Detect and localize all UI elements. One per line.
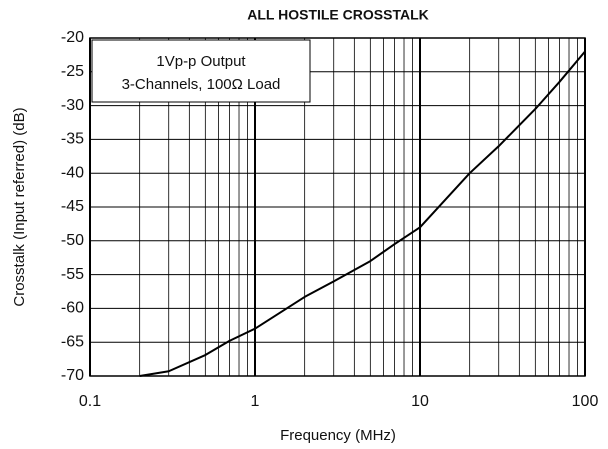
chart-title: ALL HOSTILE CROSSTALK	[247, 7, 428, 23]
data-line	[139, 50, 586, 377]
y-tick-label: -30	[61, 97, 84, 114]
annotation: 1Vp-p Output	[156, 53, 246, 70]
annotation-box	[91, 39, 311, 103]
y-tick-label: -70	[61, 367, 84, 384]
y-tick-label: -65	[61, 333, 84, 350]
y-tick-label: -20	[61, 29, 84, 46]
y-tick-label: -35	[61, 131, 84, 148]
y-tick-label: -25	[61, 63, 84, 80]
x-tick-label: 0.1	[79, 393, 101, 410]
x-axis-label: Frequency (MHz)	[280, 427, 396, 444]
plot-frame	[89, 37, 586, 377]
y-tick-label: -45	[61, 198, 84, 215]
x-tick-label: 10	[411, 393, 429, 410]
y-tick-label: -60	[61, 300, 84, 317]
annotation: 3-Channels, 100Ω Load	[122, 76, 281, 93]
x-tick-label: 100	[572, 393, 599, 410]
y-tick-label: -55	[61, 266, 84, 283]
y-tick-label: -50	[61, 232, 84, 249]
y-tick-label: -40	[61, 164, 84, 181]
y-axis-label: Crosstalk (Input referred) (dB)	[11, 107, 28, 306]
x-tick-label: 1	[251, 393, 260, 410]
